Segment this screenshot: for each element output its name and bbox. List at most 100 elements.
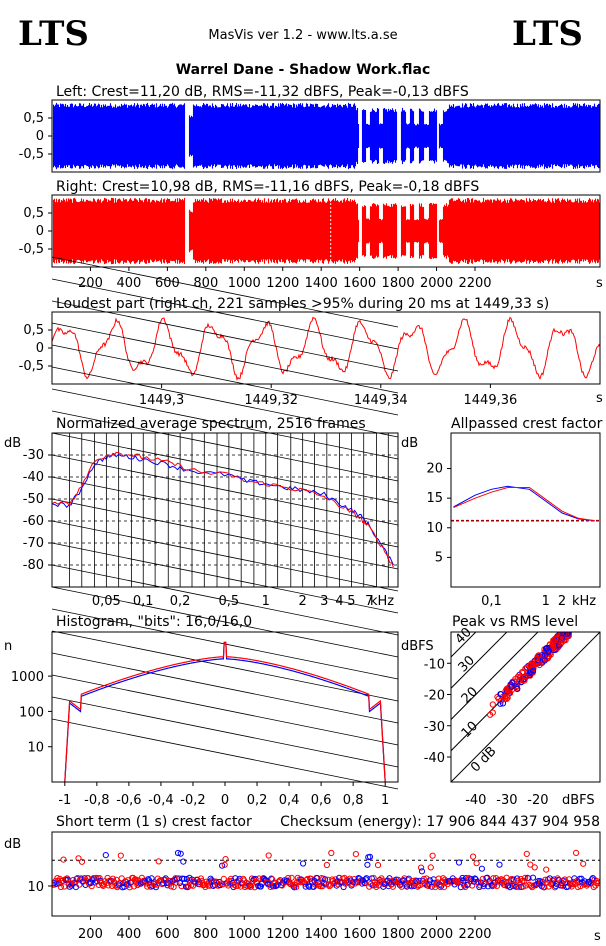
crest-point [327,882,334,889]
peak-rms-point [489,709,496,716]
loudest-ytick-label: 0 [36,341,44,356]
crest-point [501,882,508,889]
crest-point [362,876,369,883]
histogram-panel: 1000 100 10 -1 -0,8 -0,6 -0,4 -0,2 0 0,2 0,4 0,6 0,8… [11,641,389,808]
crest-point [429,852,436,859]
crest-point [459,874,466,882]
crest-point [510,876,517,883]
crest-point [155,858,162,865]
spectrum-xtick-label: 5 [347,594,355,609]
peak-rms-xtick-label: -40 [465,793,486,808]
peak-rms-point [558,634,565,642]
crest-point [588,876,596,883]
crest-point [105,882,112,889]
peak-rms-diagonal-label: 10 [459,719,481,741]
peak-rms-point [522,665,529,672]
crest-point [531,864,538,871]
crest-point [294,874,301,881]
crest-point [509,882,516,890]
spectrum-ytick-label: -60 [23,514,44,529]
crest-point [170,884,177,891]
loudest-x-unit: s [596,391,603,406]
crest-point [80,878,87,885]
spectrum-slope-line [51,454,399,526]
loudest-xtick-label: 1449,32 [244,393,298,408]
peak-rms-ytick-label: -20 [424,689,445,704]
peak-rms-point [544,644,551,651]
crest-frame [51,831,601,917]
waveform-right-signal [52,197,601,265]
crest-point [197,875,204,882]
allpass-ytick-label: 20 [426,462,443,477]
crest-point [270,883,278,890]
crest-point [300,860,307,867]
peak-rms-ytick-label: -30 [424,720,445,735]
crest-point [374,862,382,869]
crest-y-unit: dB [4,837,21,852]
waveform-right-xtick-label: 1200 [266,276,299,291]
waveform-left-ytick-label: 0 [36,129,44,144]
histogram-ytick-label: 10 [27,741,44,756]
peak-rms-point [549,641,556,648]
crest-point [302,883,309,890]
spectrum-slope-line [51,322,399,394]
crest-point [541,884,548,891]
crest-point [145,876,152,883]
crest-point [60,856,67,863]
crest-point [323,861,330,869]
allpass-ytick-label: 10 [426,521,443,536]
crest-point [88,883,95,890]
loudest-panel: 0,5 0 -0,5 1449,3 1449,32 1449,34 1449,36 [19,316,601,408]
crest-point [180,858,187,865]
spectrum-y-unit: dB [4,436,21,451]
histogram-xtick-label: 0 [221,793,229,808]
crest-point [493,883,500,890]
spectrum-xtick-label: 0,5 [219,594,240,609]
crest-panel: 10 200 400 600 800 1000 1200 1400 1600 1800 2000 22… [27,849,600,942]
crest-point [75,855,82,862]
crest-point [328,849,335,857]
peak-rms-point [552,635,559,642]
peak-rms-diagonal-label: 0 dB [468,744,500,776]
crest-point [529,874,537,881]
crest-point [340,883,347,891]
spectrum-slope-line [51,586,399,658]
loudest-frame [51,311,601,385]
crest-point [57,883,65,891]
spectrum-slope-line [51,278,399,350]
crest-point [507,877,515,884]
spectrum-xtick-label: 1 [262,594,270,609]
crest-xtick-label: 600 [155,927,180,942]
crest-point [547,880,554,887]
spectrum-frame [51,432,399,588]
histogram-right-curve [64,641,386,783]
peak-rms-point [564,632,571,637]
peak-rms-point [538,652,546,659]
spectrum-xtick-label: 3 [320,594,328,609]
crest-point [219,862,226,869]
crest-point [364,861,371,868]
allpass-xtick-label: 0,1 [481,594,502,609]
crest-xtick-label: 400 [116,927,141,942]
crest-point [177,850,184,857]
crest-point [412,877,419,884]
waveform-right-xtick-label: 200 [78,276,103,291]
peak-rms-diagonal-label: 20 [459,684,481,706]
spectrum-slope-line [51,476,399,548]
crest-point [523,850,530,858]
spectrum-xtick-label: 0,05 [92,594,121,609]
crest-point [314,875,321,882]
histogram-ytick-label: 1000 [11,670,44,685]
peak-rms-point [508,683,515,690]
peak-rms-ytick-label: -10 [424,657,445,672]
spectrum-ytick-label: -70 [23,536,44,551]
crest-title: Short term (1 s) crest factor [56,814,252,830]
waveform-right-xtick-label: 2200 [458,276,491,291]
allpass-left-curve [453,485,595,522]
allpass-frame [450,432,601,588]
spectrum-slope-line [51,630,399,702]
spectrum-slope-line [51,674,399,746]
crest-point [408,883,415,890]
peak-rms-xtick-label: -30 [496,793,517,808]
